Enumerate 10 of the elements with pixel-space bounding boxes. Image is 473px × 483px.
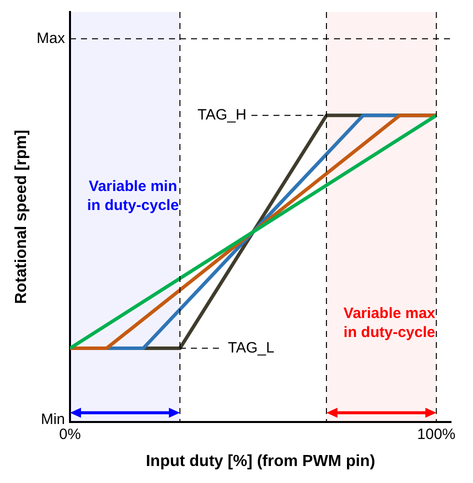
x-tick-label: 0% <box>59 426 81 443</box>
x-tick-label: 100% <box>417 426 456 443</box>
y-axis-title: Rotational speed [rpm] <box>13 130 30 304</box>
ref-line-label: TAG_H <box>198 106 246 124</box>
x-axis-title: Input duty [%] (from PWM pin) <box>146 452 376 470</box>
ref-line-label: TAG_L <box>228 339 274 356</box>
band-label: Variable max in duty-cycle <box>344 305 436 342</box>
band-label: Variable min in duty-cycle <box>87 178 179 214</box>
text: Min <box>40 410 65 428</box>
ref-line-label: Max <box>36 30 66 47</box>
